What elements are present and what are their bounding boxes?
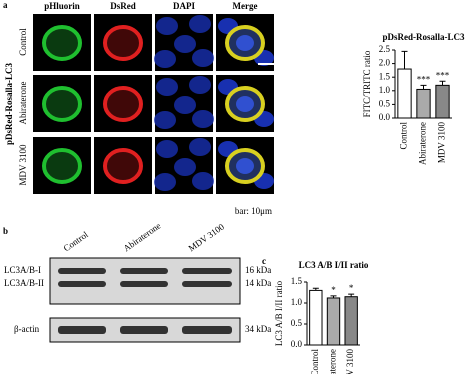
x-tick-label: Control bbox=[399, 122, 409, 150]
y-tick-label: 1.0 bbox=[379, 85, 391, 95]
row-group-label: pDsRed-Rosalla-LC3 bbox=[4, 63, 14, 146]
nucleus bbox=[174, 158, 196, 176]
y-tick-label: 0.5 bbox=[379, 98, 391, 108]
y-tick-label: 2.0 bbox=[379, 58, 391, 68]
significance: *** bbox=[417, 74, 431, 84]
nucleus bbox=[236, 96, 254, 112]
significance: * bbox=[331, 285, 336, 295]
cell bbox=[103, 25, 143, 61]
panel-label: c bbox=[262, 256, 266, 266]
band-label: β-actin bbox=[14, 324, 40, 334]
nucleus bbox=[189, 15, 211, 33]
micrographs bbox=[33, 14, 284, 194]
significance: *** bbox=[436, 70, 450, 80]
nucleus bbox=[189, 76, 211, 94]
band-label: LC3A/B-I bbox=[4, 265, 41, 275]
error-bar bbox=[312, 287, 319, 291]
y-tick-label: 2.5 bbox=[379, 44, 391, 54]
x-tick-label: MDV 3100 bbox=[437, 122, 447, 164]
y-axis-label: FITC/TRITC ratio bbox=[362, 50, 372, 117]
row-label: MDV 3100 bbox=[18, 144, 28, 186]
bar bbox=[397, 68, 412, 119]
significance: * bbox=[349, 283, 354, 293]
nucleus bbox=[236, 35, 254, 51]
cell bbox=[42, 25, 82, 61]
scale-bar-label: bar: 10μm bbox=[235, 206, 272, 216]
nucleus bbox=[154, 50, 176, 68]
nucleus bbox=[156, 140, 178, 158]
size-label: 34 kDa bbox=[245, 324, 271, 334]
y-tick-label: 0.0 bbox=[291, 339, 303, 349]
panel-label: b bbox=[3, 226, 8, 236]
nucleus bbox=[174, 35, 196, 53]
y-tick-label: 1.0 bbox=[291, 297, 303, 307]
cell bbox=[42, 148, 82, 184]
nucleus bbox=[189, 138, 211, 156]
y-tick-label: 1.5 bbox=[291, 276, 303, 286]
nucleus bbox=[156, 78, 178, 96]
nucleus bbox=[154, 173, 176, 191]
x-tick-label: Control bbox=[310, 349, 320, 374]
band-label: LC3A/B-II bbox=[4, 278, 44, 288]
nucleus bbox=[192, 172, 214, 190]
cell bbox=[103, 86, 143, 122]
size-label: 16 kDa bbox=[245, 265, 271, 275]
lane-label: MDV 3100 bbox=[187, 221, 227, 253]
y-tick-label: 1.5 bbox=[379, 71, 391, 81]
error-bar bbox=[439, 80, 446, 86]
x-tick-label: MDV 3100 bbox=[345, 349, 355, 374]
error-bar bbox=[348, 293, 355, 297]
lane-label: Control bbox=[62, 229, 91, 253]
bar bbox=[416, 88, 431, 119]
panel-label: a bbox=[3, 0, 8, 10]
nucleus bbox=[156, 17, 178, 35]
bar bbox=[326, 297, 341, 346]
cell bbox=[103, 148, 143, 184]
error-bar bbox=[330, 295, 337, 298]
size-label: 14 kDa bbox=[245, 278, 271, 288]
x-tick-label: Abiraterone bbox=[328, 349, 338, 374]
column-header: pHluorin bbox=[44, 1, 80, 11]
row-label: Abiraterone bbox=[18, 82, 28, 125]
column-header: DsRed bbox=[110, 1, 136, 11]
bands bbox=[58, 268, 232, 334]
column-header: DAPI bbox=[173, 1, 195, 11]
nucleus bbox=[154, 111, 176, 129]
y-axis-label: LC3 A/B I/II ratio bbox=[274, 280, 284, 346]
x-tick-label: Abiraterone bbox=[418, 122, 428, 165]
error-bar bbox=[401, 50, 408, 70]
bar bbox=[344, 296, 358, 346]
nucleus bbox=[174, 96, 196, 114]
bar bbox=[435, 84, 450, 119]
y-tick-label: 0.0 bbox=[379, 112, 391, 122]
nucleus bbox=[236, 158, 254, 174]
row-label: Control bbox=[18, 28, 28, 56]
column-header: Merge bbox=[233, 1, 258, 11]
chart-title: pDsRed-Rosalla-LC3 bbox=[382, 32, 465, 42]
lane-label: Abiraterone bbox=[122, 220, 163, 253]
chart-title: LC3 A/B I/II ratio bbox=[299, 260, 369, 270]
bar bbox=[309, 289, 323, 346]
error-bar bbox=[420, 84, 427, 90]
cell bbox=[42, 86, 82, 122]
y-tick-label: 0.5 bbox=[291, 318, 303, 328]
nucleus bbox=[192, 49, 214, 67]
nucleus bbox=[192, 110, 214, 128]
